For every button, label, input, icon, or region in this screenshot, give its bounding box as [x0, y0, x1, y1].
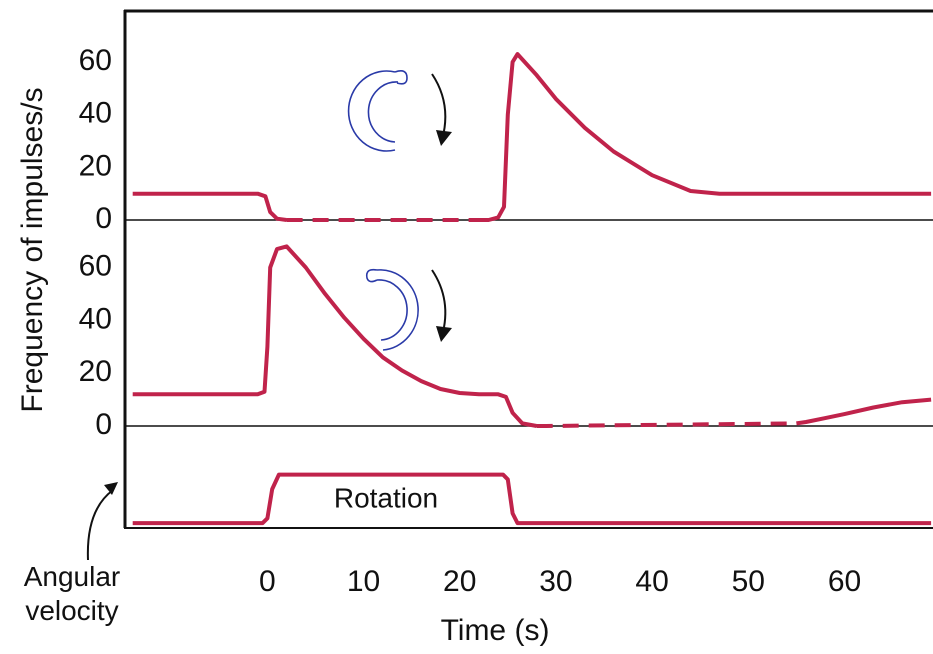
y-tick-label: 40 [79, 302, 112, 335]
line [132, 244, 932, 428]
line [132, 52, 932, 222]
line [132, 472, 932, 526]
y-tick-label: 20 [79, 149, 112, 182]
x-tick-label: 50 [732, 565, 765, 598]
y-tick-label: 60 [79, 44, 112, 77]
arrow-head [104, 130, 452, 495]
y-axis-title: Frequency of impulses/s [16, 87, 49, 412]
x-tick-label: 20 [443, 565, 476, 598]
x-tick-label: 30 [539, 565, 572, 598]
annotation: Rotation [334, 482, 438, 513]
y-tick-label: 0 [95, 408, 112, 441]
y-tick-label: 0 [95, 202, 112, 235]
y-tick-label: 20 [79, 355, 112, 388]
x-tick-label: 60 [828, 565, 861, 598]
y-tick-label: 60 [79, 249, 112, 282]
canal-icon [347, 70, 419, 351]
y-tick-label: 40 [79, 97, 112, 130]
x-tick-label: 10 [347, 565, 380, 598]
x-tick-label: 40 [635, 565, 668, 598]
line [536, 421, 797, 428]
x-tick-label: 0 [259, 565, 276, 598]
annotation: Angular velocity [23, 561, 121, 626]
x-axis-title: Time (s) [441, 614, 550, 647]
